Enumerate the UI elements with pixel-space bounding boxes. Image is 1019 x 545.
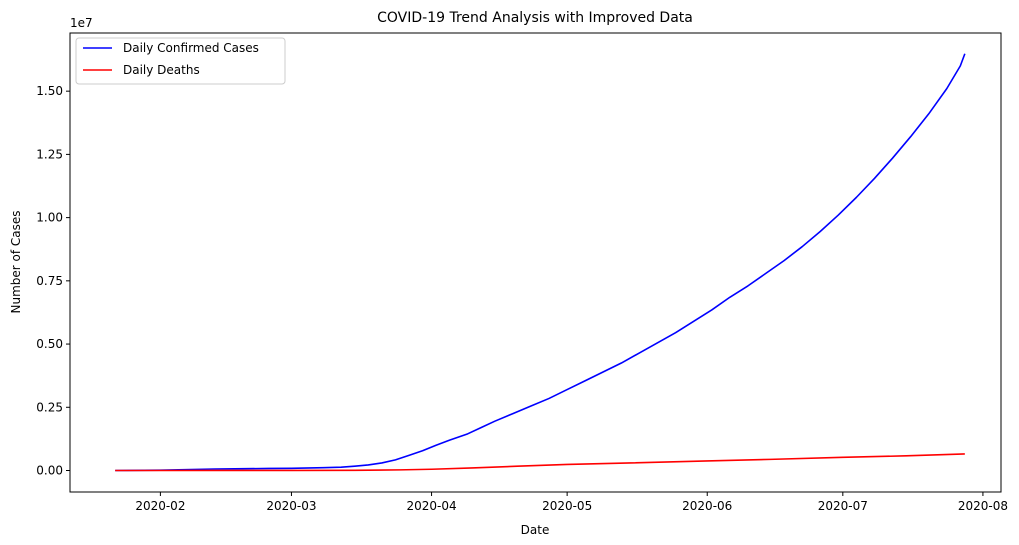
series-layer <box>115 53 966 472</box>
chart-title: COVID-19 Trend Analysis with Improved Da… <box>377 10 693 26</box>
y-axis-label: Number of Cases <box>9 210 23 313</box>
y-tick-label: 0.00 <box>36 464 63 478</box>
series-line-0 <box>115 53 966 472</box>
y-tick-label: 0.75 <box>36 274 63 288</box>
x-tick-label: 2020-04 <box>406 499 456 513</box>
legend-label: Daily Deaths <box>123 63 200 77</box>
legend: Daily Confirmed Cases Daily Deaths <box>75 37 286 85</box>
series-line-1 <box>115 453 965 472</box>
plot-frame <box>69 32 1002 493</box>
legend-label: Daily Confirmed Cases <box>123 41 259 55</box>
y-offset-label: 1e7 <box>70 16 93 30</box>
x-tick-label: 2020-05 <box>542 499 592 513</box>
y-tick-label: 0.50 <box>36 337 63 351</box>
x-tick-label: 2020-03 <box>266 499 316 513</box>
y-tick-label: 1.50 <box>36 84 63 98</box>
y-axis: 0.00 0.25 0.50 0.75 1.00 1.25 1.50 <box>36 84 70 478</box>
x-tick-label: 2020-06 <box>682 499 732 513</box>
y-tick-label: 0.25 <box>36 400 63 414</box>
legend-box <box>75 37 286 85</box>
x-tick-label: 2020-08 <box>958 499 1008 513</box>
x-axis: 2020-02 2020-03 2020-04 2020-05 2020-06 2020-… <box>135 492 1008 513</box>
x-tick-label: 2020-07 <box>818 499 868 513</box>
x-axis-label: Date <box>521 523 550 537</box>
y-tick-label: 1.25 <box>36 147 63 161</box>
y-tick-label: 1.00 <box>36 211 63 225</box>
x-tick-label: 2020-02 <box>135 499 185 513</box>
